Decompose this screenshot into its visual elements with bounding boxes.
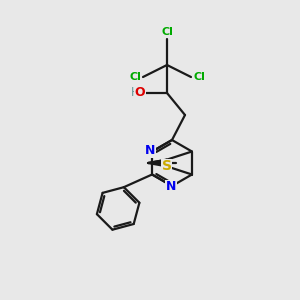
Text: O: O (134, 86, 145, 100)
Text: N: N (166, 181, 176, 194)
Text: S: S (162, 159, 172, 173)
Text: Cl: Cl (161, 27, 173, 37)
Text: N: N (145, 144, 155, 157)
Text: H: H (131, 86, 140, 100)
Text: Cl: Cl (193, 72, 205, 82)
Text: Cl: Cl (129, 72, 141, 82)
